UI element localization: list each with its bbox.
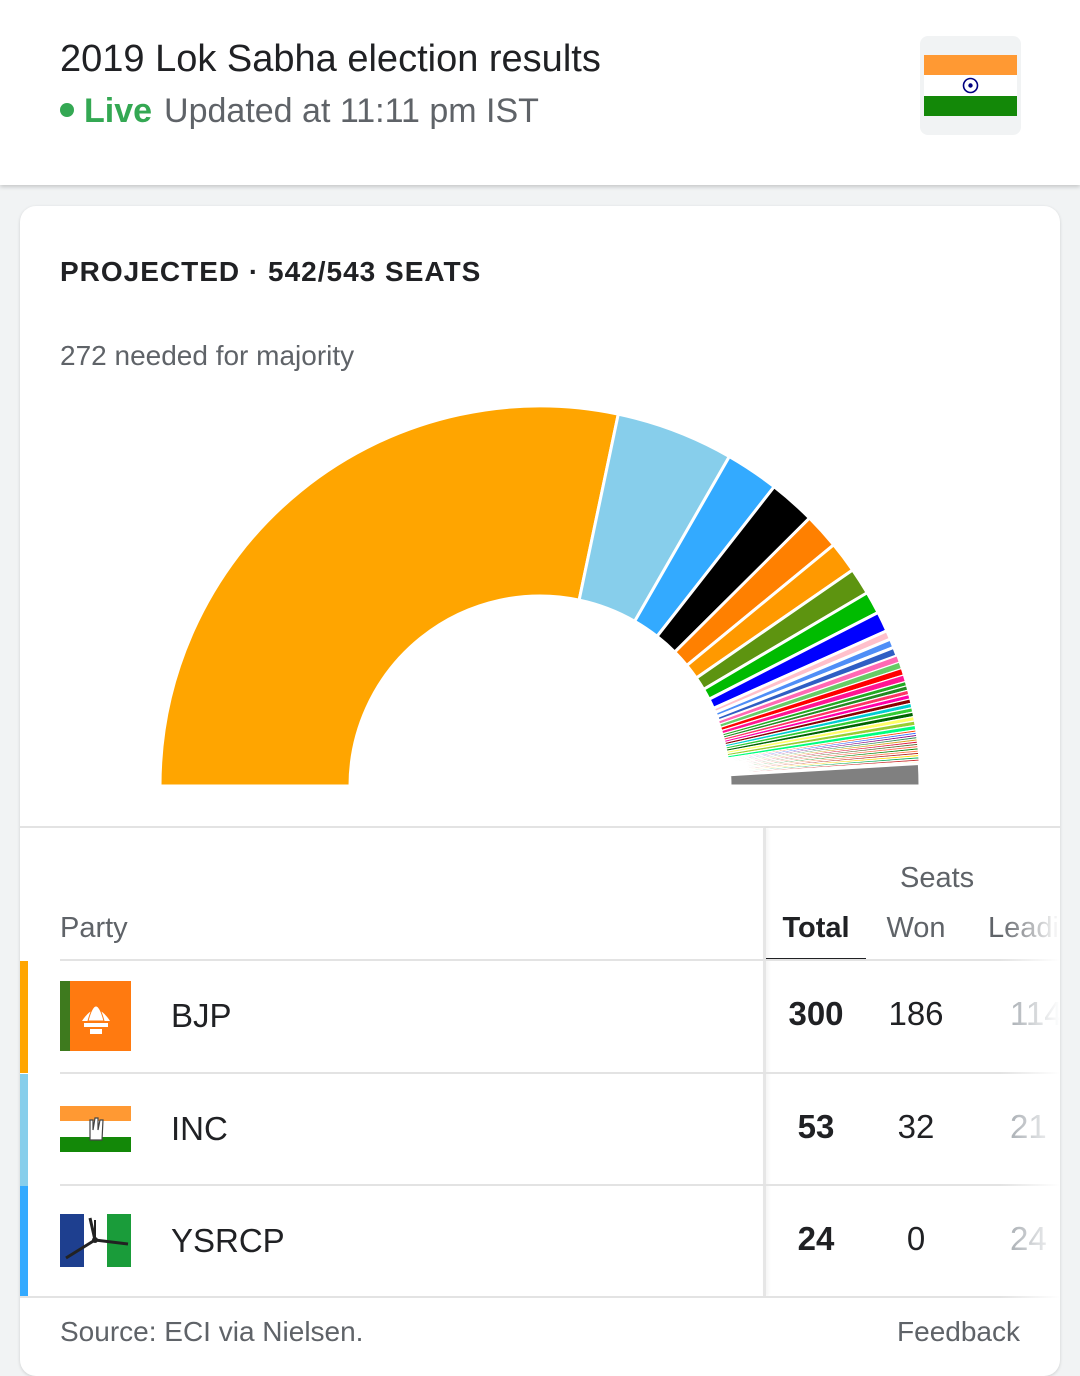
party-column-header: Party (60, 912, 128, 944)
results-card: PROJECTED · 542/543 SEATS 272 needed for… (20, 206, 1060, 1376)
source-text: Source: ECI via Nielsen. (60, 1316, 364, 1347)
table-row[interactable]: YSRCP 24 0 24 (20, 1186, 1060, 1298)
seats-total: 300 (788, 995, 844, 1032)
live-dot-icon (60, 103, 74, 118)
footer-divider (20, 1296, 1060, 1298)
chart-divider (20, 826, 1060, 828)
party-color-bar (20, 1186, 28, 1298)
chart-segment[interactable] (728, 761, 922, 788)
page-title: 2019 Lok Sabha election results (60, 38, 601, 80)
table-row[interactable]: BJP 300 186 114 (20, 961, 1060, 1073)
live-status: Live Updated at 11:11 pm IST (60, 92, 539, 131)
party-name: YSRCP (171, 1222, 285, 1259)
updated-time: Updated at 11:11 pm IST (164, 92, 539, 130)
header-bar: 2019 Lok Sabha election results Live Upda… (0, 0, 1080, 185)
party-color-bar (20, 961, 28, 1073)
seat-half-donut-chart (158, 404, 922, 788)
feedback-link[interactable]: Feedback (897, 1316, 1020, 1347)
seats-won: 0 (906, 1220, 926, 1257)
scroll-fade-overlay (1000, 846, 1060, 1306)
seats-total: 24 (797, 1220, 835, 1257)
seats-header: Seats (900, 862, 975, 894)
live-label: Live (84, 92, 153, 130)
party-color-bar (20, 1074, 28, 1186)
seats-total: 53 (797, 1108, 835, 1145)
bjp-lotus-icon (60, 981, 131, 1051)
total-column-header[interactable]: Total (782, 912, 850, 944)
table-row[interactable]: INC 53 32 21 (20, 1074, 1060, 1186)
chart-segment-bjp[interactable] (158, 404, 621, 788)
party-name: BJP (171, 997, 232, 1034)
seats-won: 32 (897, 1108, 935, 1145)
projected-seats-label: PROJECTED · 542/543 SEATS (60, 256, 482, 287)
row-separator (60, 1072, 1060, 1074)
party-name: INC (171, 1110, 228, 1147)
majority-text: 272 needed for majority (60, 340, 355, 371)
inc-hand-flag-icon (60, 1094, 131, 1164)
india-flag-icon[interactable] (920, 36, 1021, 135)
ysrcp-fan-flag-icon (60, 1206, 131, 1276)
row-separator (60, 1184, 1060, 1186)
won-column-header[interactable]: Won (886, 912, 946, 944)
seats-won: 186 (888, 995, 944, 1032)
sticky-column-divider (763, 828, 766, 1296)
header-row-separator (60, 959, 1060, 961)
